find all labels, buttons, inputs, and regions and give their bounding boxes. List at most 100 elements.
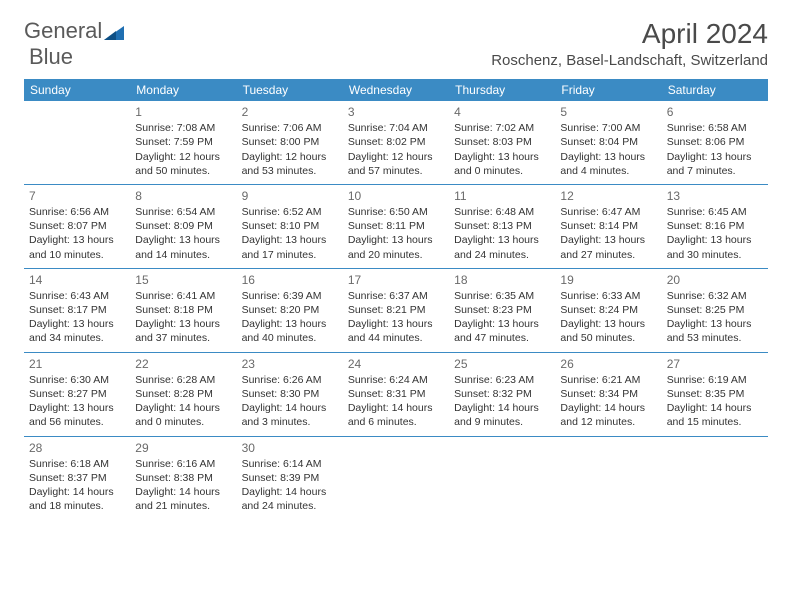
sunset-line: Sunset: 8:00 PM — [242, 135, 338, 149]
daylight-line: Daylight: 14 hours and 18 minutes. — [29, 485, 125, 513]
daylight-line: Daylight: 13 hours and 47 minutes. — [454, 317, 550, 345]
sunrise-line: Sunrise: 6:50 AM — [348, 205, 444, 219]
day-cell — [24, 101, 130, 184]
daylight-line: Daylight: 13 hours and 0 minutes. — [454, 150, 550, 178]
daylight-line: Daylight: 13 hours and 34 minutes. — [29, 317, 125, 345]
day-number: 19 — [560, 272, 656, 288]
day-number: 3 — [348, 104, 444, 120]
daylight-line: Daylight: 13 hours and 53 minutes. — [667, 317, 763, 345]
daylight-line: Daylight: 13 hours and 14 minutes. — [135, 233, 231, 261]
sunrise-line: Sunrise: 6:16 AM — [135, 457, 231, 471]
sunrise-line: Sunrise: 6:47 AM — [560, 205, 656, 219]
sunset-line: Sunset: 8:13 PM — [454, 219, 550, 233]
daylight-line: Daylight: 14 hours and 9 minutes. — [454, 401, 550, 429]
daylight-line: Daylight: 13 hours and 24 minutes. — [454, 233, 550, 261]
weekday-header-cell: Friday — [555, 79, 661, 101]
day-cell: 11Sunrise: 6:48 AMSunset: 8:13 PMDayligh… — [449, 185, 555, 268]
day-number: 26 — [560, 356, 656, 372]
week-row: 1Sunrise: 7:08 AMSunset: 7:59 PMDaylight… — [24, 101, 768, 185]
daylight-line: Daylight: 13 hours and 10 minutes. — [29, 233, 125, 261]
day-cell: 19Sunrise: 6:33 AMSunset: 8:24 PMDayligh… — [555, 269, 661, 352]
sunrise-line: Sunrise: 6:23 AM — [454, 373, 550, 387]
sunrise-line: Sunrise: 6:33 AM — [560, 289, 656, 303]
sunset-line: Sunset: 8:11 PM — [348, 219, 444, 233]
day-cell: 22Sunrise: 6:28 AMSunset: 8:28 PMDayligh… — [130, 353, 236, 436]
day-number: 23 — [242, 356, 338, 372]
sunrise-line: Sunrise: 6:21 AM — [560, 373, 656, 387]
daylight-line: Daylight: 12 hours and 57 minutes. — [348, 150, 444, 178]
weekday-header-cell: Saturday — [662, 79, 768, 101]
day-cell: 2Sunrise: 7:06 AMSunset: 8:00 PMDaylight… — [237, 101, 343, 184]
daylight-line: Daylight: 13 hours and 37 minutes. — [135, 317, 231, 345]
day-number: 9 — [242, 188, 338, 204]
month-title: April 2024 — [491, 18, 768, 50]
day-number: 4 — [454, 104, 550, 120]
daylight-line: Daylight: 13 hours and 44 minutes. — [348, 317, 444, 345]
day-cell: 5Sunrise: 7:00 AMSunset: 8:04 PMDaylight… — [555, 101, 661, 184]
sunrise-line: Sunrise: 6:52 AM — [242, 205, 338, 219]
day-cell: 18Sunrise: 6:35 AMSunset: 8:23 PMDayligh… — [449, 269, 555, 352]
page-header: General April 2024 Roschenz, Basel-Lands… — [0, 0, 792, 75]
sunset-line: Sunset: 8:20 PM — [242, 303, 338, 317]
day-cell: 14Sunrise: 6:43 AMSunset: 8:17 PMDayligh… — [24, 269, 130, 352]
sunset-line: Sunset: 8:24 PM — [560, 303, 656, 317]
sunrise-line: Sunrise: 6:19 AM — [667, 373, 763, 387]
day-number: 15 — [135, 272, 231, 288]
logo-text-b: Blue — [29, 44, 73, 70]
weekday-header-cell: Sunday — [24, 79, 130, 101]
sunset-line: Sunset: 8:39 PM — [242, 471, 338, 485]
day-number: 8 — [135, 188, 231, 204]
daylight-line: Daylight: 14 hours and 12 minutes. — [560, 401, 656, 429]
day-cell — [555, 437, 661, 520]
sunset-line: Sunset: 8:34 PM — [560, 387, 656, 401]
day-cell: 16Sunrise: 6:39 AMSunset: 8:20 PMDayligh… — [237, 269, 343, 352]
day-number: 2 — [242, 104, 338, 120]
sunrise-line: Sunrise: 7:00 AM — [560, 121, 656, 135]
daylight-line: Daylight: 13 hours and 40 minutes. — [242, 317, 338, 345]
weekday-header-cell: Thursday — [449, 79, 555, 101]
daylight-line: Daylight: 14 hours and 21 minutes. — [135, 485, 231, 513]
day-cell: 21Sunrise: 6:30 AMSunset: 8:27 PMDayligh… — [24, 353, 130, 436]
day-cell: 23Sunrise: 6:26 AMSunset: 8:30 PMDayligh… — [237, 353, 343, 436]
daylight-line: Daylight: 13 hours and 17 minutes. — [242, 233, 338, 261]
day-number: 17 — [348, 272, 444, 288]
sunset-line: Sunset: 8:06 PM — [667, 135, 763, 149]
day-cell — [343, 437, 449, 520]
day-cell: 26Sunrise: 6:21 AMSunset: 8:34 PMDayligh… — [555, 353, 661, 436]
weekday-header-cell: Wednesday — [343, 79, 449, 101]
day-cell: 24Sunrise: 6:24 AMSunset: 8:31 PMDayligh… — [343, 353, 449, 436]
week-row: 28Sunrise: 6:18 AMSunset: 8:37 PMDayligh… — [24, 437, 768, 520]
day-number: 11 — [454, 188, 550, 204]
day-cell: 17Sunrise: 6:37 AMSunset: 8:21 PMDayligh… — [343, 269, 449, 352]
day-number: 24 — [348, 356, 444, 372]
sunrise-line: Sunrise: 6:37 AM — [348, 289, 444, 303]
sunset-line: Sunset: 7:59 PM — [135, 135, 231, 149]
daylight-line: Daylight: 12 hours and 53 minutes. — [242, 150, 338, 178]
daylight-line: Daylight: 14 hours and 0 minutes. — [135, 401, 231, 429]
sunset-line: Sunset: 8:03 PM — [454, 135, 550, 149]
day-cell: 13Sunrise: 6:45 AMSunset: 8:16 PMDayligh… — [662, 185, 768, 268]
day-cell: 8Sunrise: 6:54 AMSunset: 8:09 PMDaylight… — [130, 185, 236, 268]
sunrise-line: Sunrise: 6:54 AM — [135, 205, 231, 219]
weekday-header-row: SundayMondayTuesdayWednesdayThursdayFrid… — [24, 79, 768, 101]
day-number: 6 — [667, 104, 763, 120]
daylight-line: Daylight: 13 hours and 4 minutes. — [560, 150, 656, 178]
sunset-line: Sunset: 8:14 PM — [560, 219, 656, 233]
daylight-line: Daylight: 14 hours and 3 minutes. — [242, 401, 338, 429]
day-number: 12 — [560, 188, 656, 204]
sunrise-line: Sunrise: 7:08 AM — [135, 121, 231, 135]
sunset-line: Sunset: 8:21 PM — [348, 303, 444, 317]
daylight-line: Daylight: 13 hours and 56 minutes. — [29, 401, 125, 429]
day-number: 25 — [454, 356, 550, 372]
sunset-line: Sunset: 8:16 PM — [667, 219, 763, 233]
sunset-line: Sunset: 8:27 PM — [29, 387, 125, 401]
day-number: 7 — [29, 188, 125, 204]
day-cell: 9Sunrise: 6:52 AMSunset: 8:10 PMDaylight… — [237, 185, 343, 268]
sunrise-line: Sunrise: 6:18 AM — [29, 457, 125, 471]
day-cell: 30Sunrise: 6:14 AMSunset: 8:39 PMDayligh… — [237, 437, 343, 520]
day-cell: 12Sunrise: 6:47 AMSunset: 8:14 PMDayligh… — [555, 185, 661, 268]
sunset-line: Sunset: 8:32 PM — [454, 387, 550, 401]
sunrise-line: Sunrise: 6:58 AM — [667, 121, 763, 135]
day-cell: 29Sunrise: 6:16 AMSunset: 8:38 PMDayligh… — [130, 437, 236, 520]
day-cell: 28Sunrise: 6:18 AMSunset: 8:37 PMDayligh… — [24, 437, 130, 520]
